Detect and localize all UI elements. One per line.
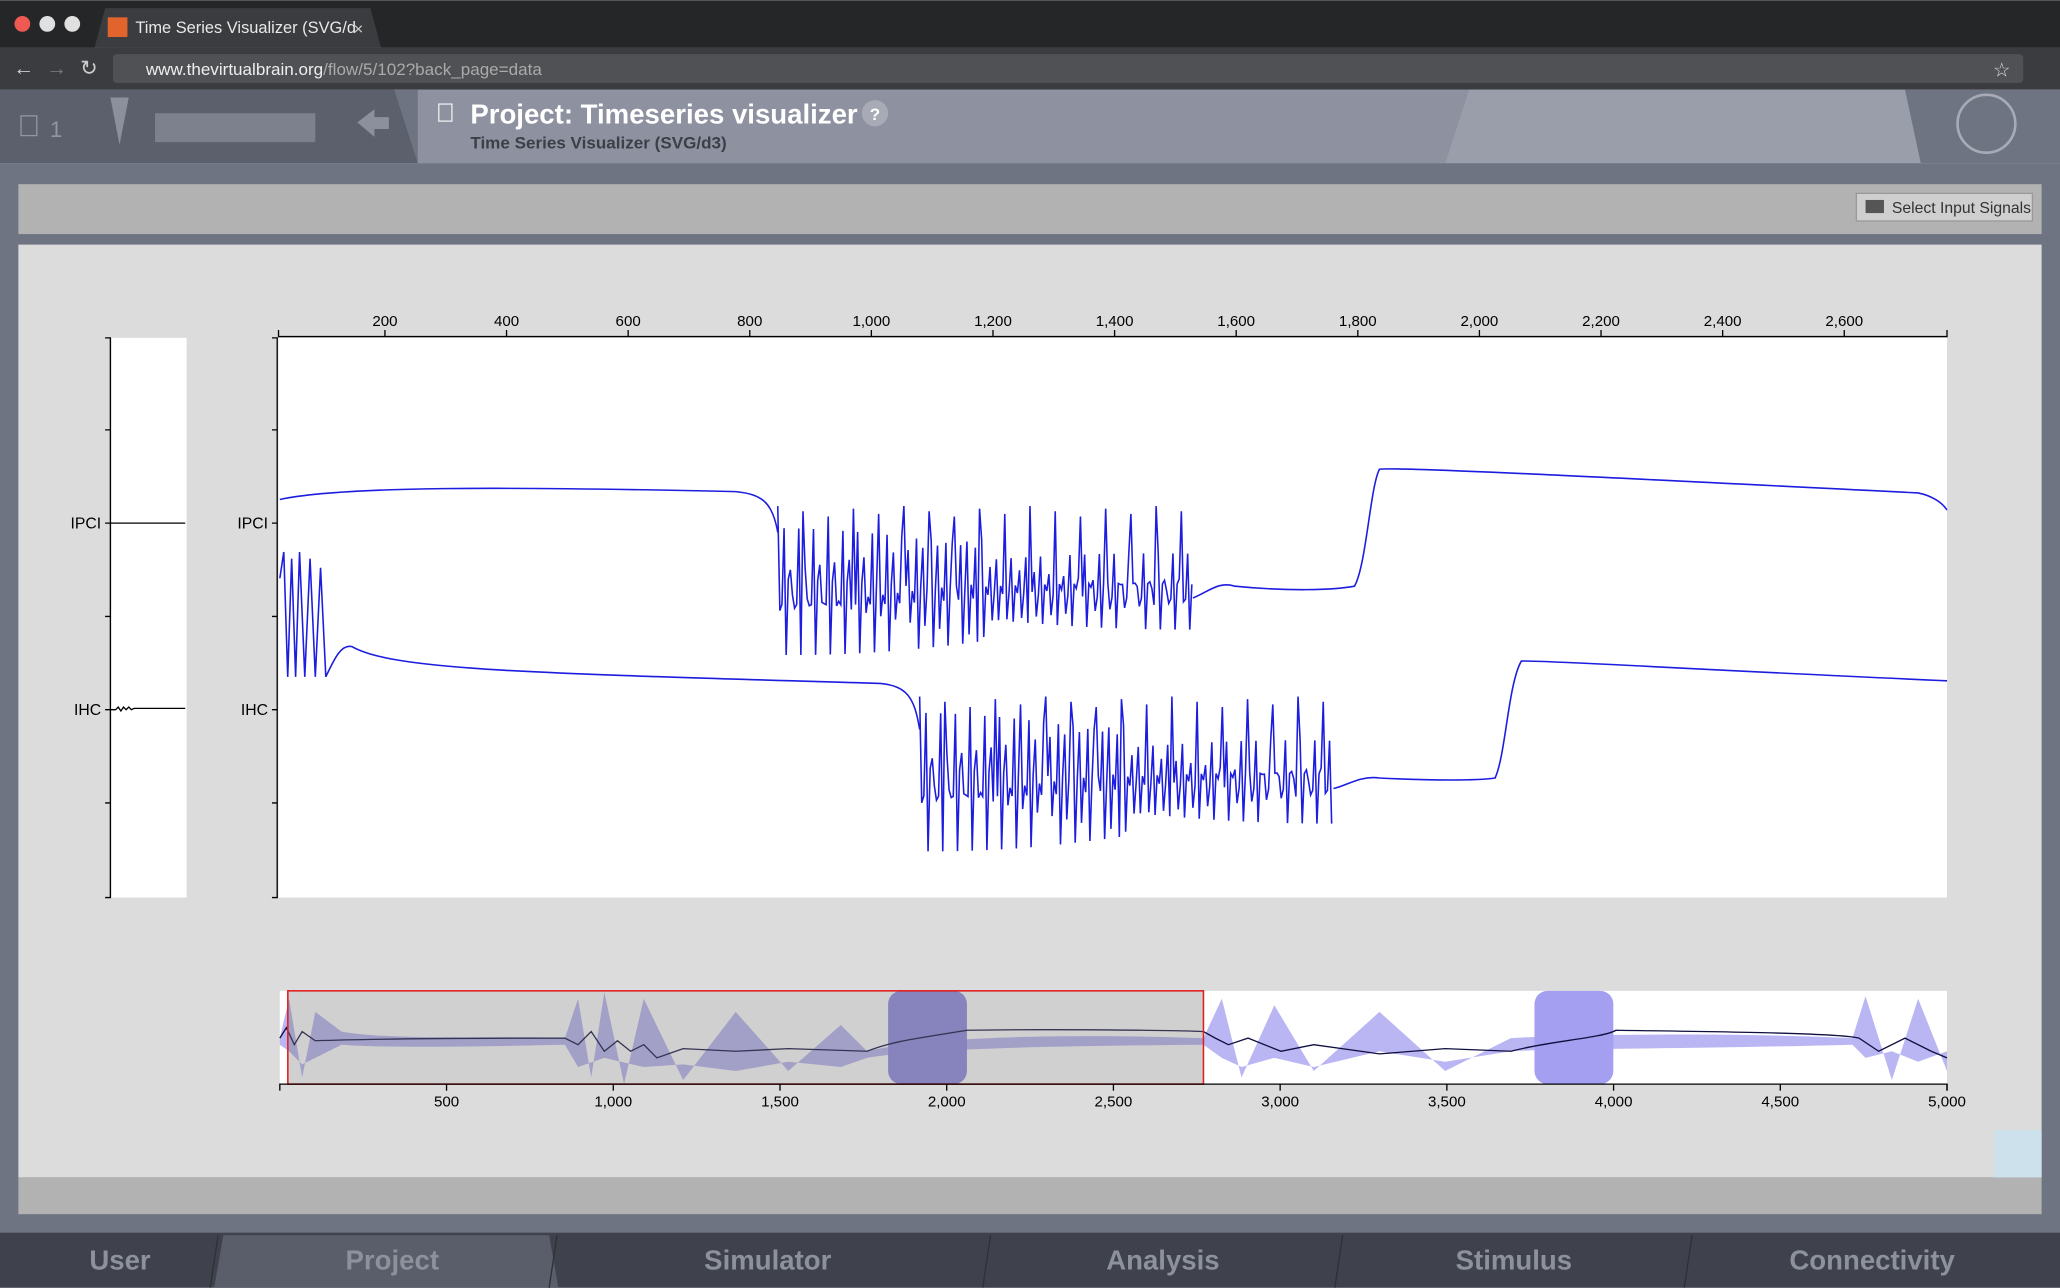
close-dot[interactable] [14, 16, 31, 32]
traces [279, 468, 1948, 852]
doc-icon [20, 115, 38, 137]
reload-btn[interactable]: ↻ [80, 57, 98, 80]
x-tick-label: 1,000 [852, 313, 890, 330]
nav-item[interactable]: Stimulus [1456, 1244, 1572, 1275]
active-tab[interactable] [94, 8, 381, 48]
x-tick-label: 1,800 [1339, 313, 1377, 330]
x-tick-label: 800 [737, 313, 762, 330]
x-tick-label: 500 [434, 1093, 459, 1110]
x-tick-label: 4,500 [1761, 1093, 1799, 1110]
corner-box [1994, 1130, 2042, 1178]
channel-label: IPCI [237, 515, 268, 532]
select-input-label: Select Input Signals [1892, 200, 2031, 217]
context-trace [279, 1026, 1948, 1059]
context-traces [279, 990, 1948, 1085]
min-dot[interactable] [39, 16, 56, 32]
mini-channel-label: IHC [74, 702, 101, 719]
tab-close[interactable]: × [353, 19, 363, 38]
signal-trace [776, 505, 1193, 656]
main-plot [278, 337, 1948, 898]
tab-title: Time Series Visualizer (SVG/d [135, 19, 356, 37]
brush[interactable] [287, 990, 1205, 1085]
x-tick-label: 3,000 [1261, 1093, 1299, 1110]
x-tick-label: 1,500 [761, 1093, 799, 1110]
max-dot[interactable] [64, 16, 81, 32]
header-title-area [417, 89, 1469, 164]
top-axis [277, 330, 1948, 338]
signal-trace [279, 551, 921, 730]
x-tick-label: 200 [372, 313, 397, 330]
mini-axis [105, 337, 112, 899]
x-tick-label: 2,000 [1461, 313, 1499, 330]
x-tick-label: 1,200 [974, 313, 1012, 330]
header-subtitle: Time Series Visualizer (SVG/d3) [470, 134, 726, 153]
url-field[interactable] [112, 54, 2024, 84]
tab-icon [107, 17, 128, 38]
grid-icon[interactable] [155, 113, 316, 143]
x-tick-label: 5,000 [1928, 1093, 1966, 1110]
back-btn[interactable]: ← [13, 57, 34, 80]
nav-separator [1683, 1235, 1693, 1288]
nav-item[interactable]: Simulator [704, 1244, 831, 1275]
header-title: Project: Timeseries visualizer [470, 99, 858, 130]
x-tick-label: 4,000 [1595, 1093, 1633, 1110]
brain-logo [1956, 93, 2017, 154]
bookmark-star[interactable]: ☆ [1993, 59, 2011, 81]
mini-channel-label: IPCI [71, 515, 102, 532]
url-host: www.thevirtualbrain.org [145, 60, 323, 79]
x-tick-label: 2,000 [928, 1093, 966, 1110]
nav-item[interactable]: Analysis [1106, 1244, 1219, 1275]
x-tick-label: 2,200 [1582, 313, 1620, 330]
envelope [279, 992, 1948, 1085]
nav-separator [548, 1235, 558, 1288]
x-tick-label: 400 [494, 313, 519, 330]
x-tick-label: 2,400 [1704, 313, 1742, 330]
list-icon [1865, 199, 1884, 214]
nav-item[interactable]: User [89, 1244, 151, 1275]
back-arrow[interactable] [357, 109, 389, 137]
envelope-blob [1534, 990, 1614, 1085]
mini-plot [111, 337, 187, 898]
channel-label: IHC [241, 702, 268, 719]
nav-separator [1334, 1235, 1344, 1288]
envelope-blob [888, 990, 967, 1085]
signal-trace [918, 696, 1333, 852]
signal-trace [1192, 468, 1948, 599]
x-tick-label: 2,500 [1095, 1093, 1133, 1110]
project-count: 1 [50, 117, 62, 142]
x-tick-label: 1,600 [1217, 313, 1255, 330]
url-path: /flow/5/102?back_page=data [323, 60, 542, 79]
select-input-btn[interactable] [1855, 192, 2034, 222]
x-tick-label: 1,400 [1096, 313, 1134, 330]
dropdown-icon[interactable] [110, 97, 129, 145]
left-axis [271, 337, 278, 899]
help-btn[interactable] [861, 100, 889, 127]
help-label: ? [870, 105, 880, 124]
footer-bar [18, 1177, 2042, 1215]
header-right [1445, 89, 1921, 164]
url: www.thevirtualbrain.org/flow/5/102?back_… [145, 60, 543, 79]
x-tick-label: 600 [616, 313, 641, 330]
fwd-btn[interactable]: → [46, 57, 67, 80]
nav-separator [209, 1235, 219, 1288]
mini-trace [105, 706, 186, 713]
x-tick-label: 2,600 [1825, 313, 1863, 330]
nav-items: User Project Simulator Analysis Stimulus Conn… [89, 1235, 1956, 1288]
x-tick-label: 3,500 [1428, 1093, 1466, 1110]
signal-trace [279, 487, 779, 533]
nav-item[interactable]: Connectivity [1789, 1244, 1955, 1275]
toolbar [18, 184, 2042, 235]
nav-active-tab [214, 1235, 559, 1288]
nav-separator [982, 1235, 992, 1288]
title-icon [438, 103, 453, 122]
x-tick-label: 1,000 [594, 1093, 632, 1110]
nav-item[interactable]: Project [346, 1244, 440, 1275]
signal-trace [1333, 660, 1948, 790]
